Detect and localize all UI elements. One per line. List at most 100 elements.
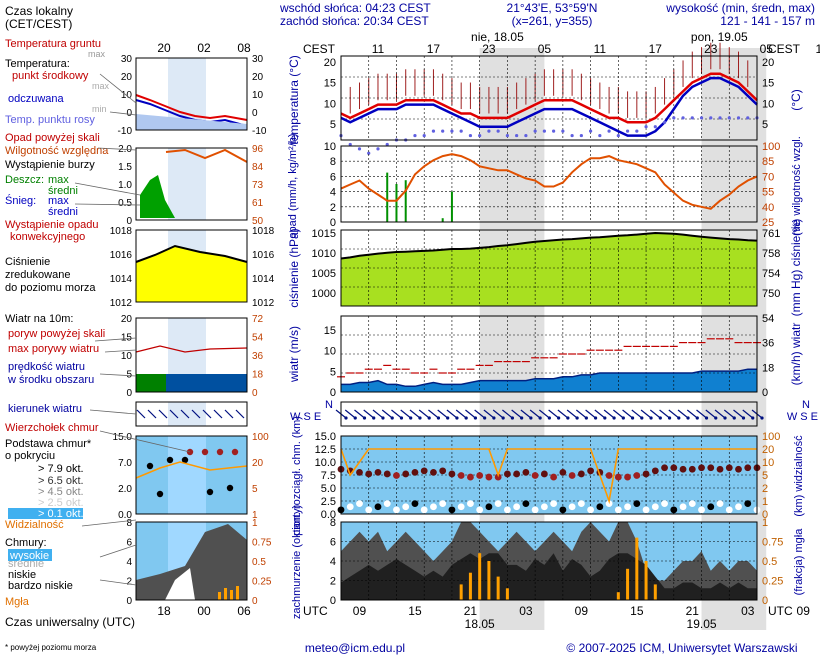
legend-cloud-base [166,456,174,464]
tick-label: 55 [762,187,774,199]
legend-text: poryw powyżej skali [8,328,105,340]
cloud-base-dot [688,500,696,507]
cloud-base-dot [393,506,400,514]
legend-tick: 0 [126,596,132,607]
legend-tick: 2 [126,577,132,588]
hour-label: 11 [815,42,820,56]
dew-point [579,133,583,138]
axis-title: (km/h) wiatr [789,323,803,386]
legend-leader [99,373,137,377]
legend-tick: 36 [252,351,264,362]
legend-leader [94,337,137,342]
legend-text: Temperatura gruntu [5,38,101,50]
legend-cloud-top [201,448,209,456]
tick-label: 10 [324,346,336,358]
legend-leader [74,182,141,196]
cloud-top-dot [522,469,530,476]
tick-label: 25 [762,217,774,229]
tick-label: 54 [762,313,774,325]
dew-point [367,151,371,155]
wind-arrow [455,409,467,419]
wind-arrow-head [677,416,681,420]
legend-leader [74,203,141,206]
wind-arrow-head [501,416,505,420]
tick-label: 15.0 [315,431,336,443]
legend-tick: 1014 [110,274,133,285]
panel-dir [341,402,757,426]
legend-hour: 18 [157,604,171,618]
cloud-base-dot [661,500,668,507]
cloud-top-dot [365,470,373,478]
legend-leader [99,579,137,586]
cloud-top-dot [605,472,613,479]
legend-white [165,568,195,600]
legend-text: Ciśnienie [5,256,50,268]
grid-text: (x=261, y=355) [512,14,593,28]
legend-rain [140,175,175,218]
panel-frame [340,55,758,141]
wind-arrow-head [510,416,514,420]
dew-point [653,125,657,129]
day-label: pon, 19.05 [691,30,748,44]
wind-area [341,369,757,392]
visibility-line [340,448,757,505]
legend-text: punkt środkowy [12,70,89,82]
legend-text: Widzialność [5,519,64,531]
cloud-top-dot [504,470,511,478]
dir-label: N [802,399,810,411]
utc-label: UTC [768,604,793,618]
legend-text: max porywy wiatru [8,343,99,355]
legend-tick: 6 [126,538,132,549]
fog-bar [505,588,509,600]
dew-point [496,129,500,133]
dew-point [709,116,713,120]
wind-arrow-head [695,416,699,420]
tick-label: 70 [762,171,774,183]
axis-title: (frakcja) mgła [793,528,805,596]
legend-text: Podstawa chmur* [5,438,92,450]
legend-frame [135,435,248,515]
wind-arrow [428,409,439,419]
legend-tick: 84 [252,162,264,173]
wind-arrow [723,409,735,419]
wind-arrow-head [686,416,690,420]
legend-tick: 72 [252,314,264,325]
wind-arrow [640,409,652,419]
hour-label: 23 [482,42,496,56]
legend-tick: 20 [252,458,264,469]
tick-label: 1010 [312,248,336,260]
tick-label: 0.0 [321,509,336,521]
cloud-top-dot [587,467,594,475]
wind-arrow [474,409,486,419]
legend-night [168,148,206,220]
dew-point [616,133,620,138]
wind-arrow-head [594,416,598,420]
cloud-base-dot [605,500,613,507]
legend-tick: 18 [252,370,264,381]
axis-title: (mm Hg) ciśnienie [789,219,803,316]
wind-arrow [668,409,680,419]
wind-arrow-head [612,416,616,420]
legend-cloud-top [216,448,224,456]
legend-leader [97,147,137,151]
legend-text: max [48,174,69,186]
tick-label: 750 [762,288,780,300]
legend-text: Wiatr na 10m: [5,313,73,325]
dew-point [699,116,704,120]
wind-arrow-head [455,416,459,420]
legend-text: Wystąpienie burzy [5,159,95,171]
dew-point [561,129,565,133]
dew-point [589,129,593,133]
legend-text: Temp. punktu rosy [5,114,95,126]
wind-arrow [557,409,569,419]
dew-point [459,129,463,133]
legend-wind-area2 [136,374,166,392]
cloud-base-dot [614,506,622,514]
cloud-base-dot [439,500,447,507]
altitude-title: wysokość (min, średn, max) [665,1,815,15]
wind-arrow-head [464,416,468,420]
wind-arrow-head [418,416,422,420]
legend-tick: 1012 [110,298,133,309]
wind-arrow [631,409,643,419]
